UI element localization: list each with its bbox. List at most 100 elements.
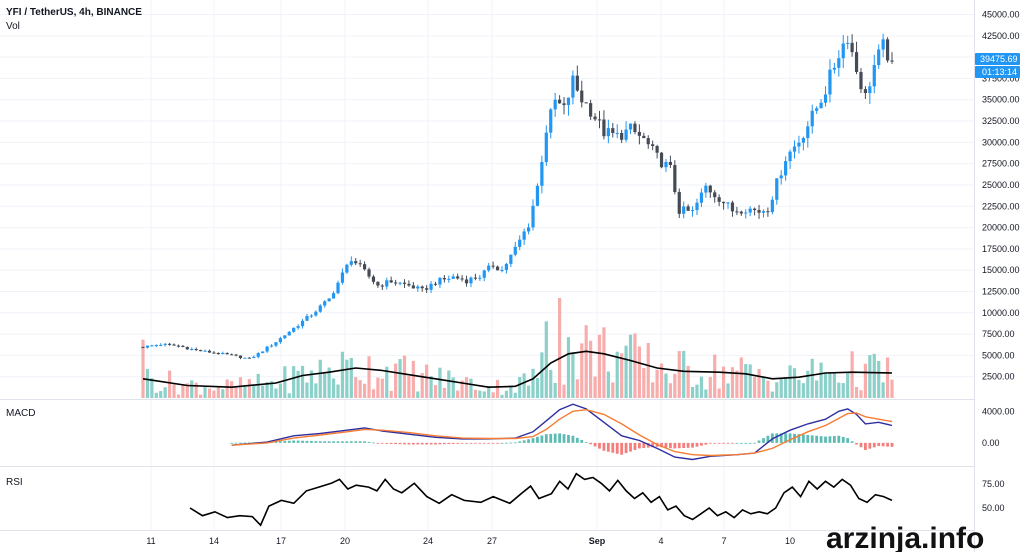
candle[interactable] [265,345,269,353]
candle[interactable] [464,275,469,287]
candle[interactable] [571,70,575,105]
candle[interactable] [504,263,509,274]
candle[interactable] [318,304,322,313]
candle[interactable] [721,201,726,210]
candle[interactable] [234,353,238,357]
candle[interactable] [411,282,415,289]
candle[interactable] [659,152,664,169]
candle[interactable] [673,160,677,195]
candle[interactable] [775,178,779,205]
candle[interactable] [655,144,659,159]
candle[interactable] [491,261,495,269]
candle[interactable] [690,206,695,217]
candle[interactable] [327,298,331,302]
candle[interactable] [620,129,624,144]
candle[interactable] [642,132,646,139]
candle[interactable] [495,265,500,271]
candle[interactable] [730,200,735,217]
candle[interactable] [682,201,686,219]
candle[interactable] [810,104,814,134]
candle[interactable] [624,121,628,143]
candle[interactable] [176,344,181,348]
candle[interactable] [416,284,420,292]
candle[interactable] [854,41,859,75]
candle[interactable] [385,277,389,290]
candle[interactable] [580,80,584,108]
price-candles[interactable] [141,33,894,360]
candle[interactable] [784,156,788,181]
candle[interactable] [584,102,588,104]
candle[interactable] [185,346,189,350]
candle[interactable] [451,273,455,280]
candle[interactable] [611,123,615,138]
candle[interactable] [868,81,872,105]
macd-axis[interactable]: 4000.00 0.00 [982,406,1015,448]
candle[interactable] [371,274,376,285]
candle[interactable] [203,349,207,352]
candle[interactable] [513,241,517,257]
candle[interactable] [535,183,540,207]
candle[interactable] [433,281,438,286]
candle[interactable] [562,97,566,115]
candle[interactable] [442,274,446,283]
candle[interactable] [358,259,362,267]
candle[interactable] [376,281,380,288]
candle[interactable] [726,201,730,209]
candle[interactable] [779,170,783,185]
time-axis[interactable]: 11 14 17 20 24 27 Sep 4 7 10 [146,536,795,546]
candle[interactable] [509,254,513,267]
candle[interactable] [296,324,300,330]
candle[interactable] [753,207,757,216]
candle[interactable] [841,35,845,69]
candle[interactable] [633,121,637,135]
candle[interactable] [163,342,167,347]
candle[interactable] [252,355,256,359]
macd-legend[interactable]: MACD [6,408,35,419]
candle[interactable] [713,190,717,203]
candle[interactable] [677,188,681,218]
candle[interactable] [274,342,278,348]
candle[interactable] [221,351,225,355]
candle[interactable] [686,204,690,211]
candle[interactable] [575,65,579,92]
candle[interactable] [531,199,535,231]
candle[interactable] [544,125,548,166]
candle[interactable] [154,344,158,348]
candle[interactable] [269,344,274,348]
candle[interactable] [859,68,863,94]
candle[interactable] [261,351,265,354]
candle[interactable] [172,343,176,346]
candle[interactable] [141,346,145,349]
candle[interactable] [748,206,752,217]
candle[interactable] [832,62,836,74]
candle[interactable] [593,113,597,122]
candle[interactable] [487,262,491,273]
candle[interactable] [336,280,340,295]
candle[interactable] [247,357,251,359]
candle[interactable] [309,314,314,319]
candle[interactable] [500,266,504,273]
candle[interactable] [314,310,318,317]
candle[interactable] [540,155,544,194]
candle[interactable] [167,342,172,346]
candle[interactable] [695,198,699,216]
candle[interactable] [460,275,464,282]
candle[interactable] [792,140,797,159]
rsi-axis[interactable]: 75.00 50.00 [982,479,1005,513]
rsi-legend[interactable]: RSI [6,477,23,488]
candle[interactable] [589,99,593,120]
candle[interactable] [398,281,402,286]
candle[interactable] [482,269,486,282]
candle[interactable] [566,97,571,116]
candle[interactable] [770,196,774,215]
candle[interactable] [744,209,748,219]
candle[interactable] [456,273,460,280]
candle[interactable] [761,209,766,218]
candle[interactable] [190,347,194,351]
candle[interactable] [518,235,522,251]
candle[interactable] [478,274,482,281]
candle[interactable] [877,44,881,69]
candle[interactable] [300,318,305,329]
candle[interactable] [739,210,743,216]
pane-separators[interactable] [0,0,975,552]
